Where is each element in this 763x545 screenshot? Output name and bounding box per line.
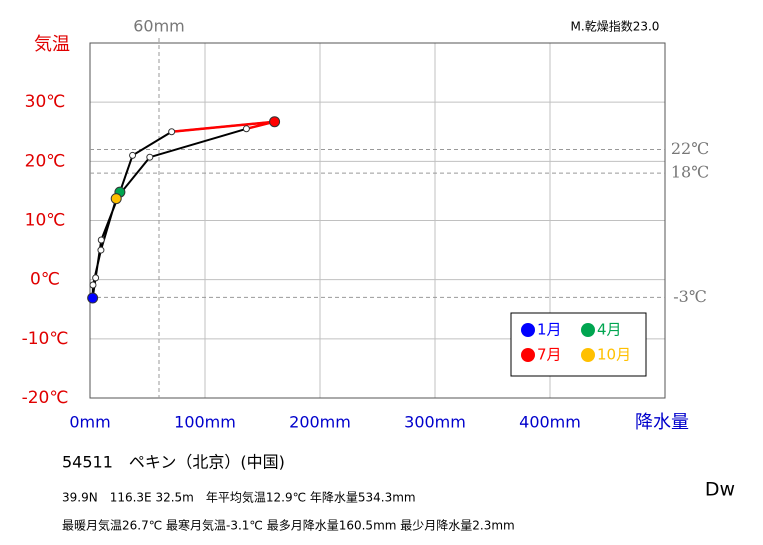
x-tick-label: 400mm: [519, 413, 581, 432]
info-line: 39.9N 116.3E 32.5m 年平均気温12.9℃ 年降水量534.3m…: [62, 490, 416, 505]
reference-label: -3℃: [673, 287, 706, 306]
month-point: [87, 292, 99, 304]
aridity: M.乾燥指数23.0: [571, 19, 660, 34]
x-axis-label: 降水量: [635, 412, 689, 433]
reference-label: 18℃: [671, 163, 709, 182]
legend-label: 1月: [537, 321, 562, 339]
x-tick-label: 200mm: [289, 413, 351, 432]
reference-label: 22℃: [671, 139, 709, 158]
month-point: [146, 153, 154, 161]
y-tick-label: -10℃: [22, 329, 69, 349]
x-tick-label: 100mm: [174, 413, 236, 432]
month-point: [129, 151, 137, 159]
y-axis-label: 気温: [34, 34, 70, 55]
month-point: [89, 281, 97, 289]
month-point: [168, 128, 176, 136]
month-point: [110, 193, 122, 205]
legend-label: 4月: [597, 321, 622, 339]
month-point: [97, 246, 105, 254]
reference-label: 60mm: [133, 17, 185, 36]
climate-code: Dw: [705, 479, 735, 501]
legend-label: 7月: [537, 346, 562, 364]
legend-marker: [521, 323, 535, 337]
month-point: [269, 116, 281, 128]
station: 54511 ペキン（北京）(中国): [62, 453, 285, 472]
legend-marker: [581, 323, 595, 337]
y-tick-label: -20℃: [22, 388, 69, 408]
x-tick-label: 0mm: [69, 413, 110, 432]
y-tick-label: 30℃: [25, 92, 66, 112]
legend-marker: [581, 348, 595, 362]
y-tick-label: 10℃: [25, 211, 66, 231]
month-point: [92, 274, 100, 282]
month-point: [242, 125, 250, 133]
legend-marker: [521, 348, 535, 362]
info-line: 最暖月気温26.7℃ 最寒月気温-3.1℃ 最多月降水量160.5mm 最少月降…: [62, 518, 515, 533]
legend-label: 10月: [597, 346, 631, 364]
climate-line: [91, 120, 275, 299]
legend-box: [510, 312, 647, 377]
plot-frame: [89, 42, 666, 399]
month-point: [97, 236, 105, 244]
y-tick-label: 0℃: [30, 270, 60, 290]
y-tick-label: 20℃: [25, 151, 66, 171]
peak-line: [171, 120, 275, 133]
x-tick-label: 300mm: [404, 413, 466, 432]
